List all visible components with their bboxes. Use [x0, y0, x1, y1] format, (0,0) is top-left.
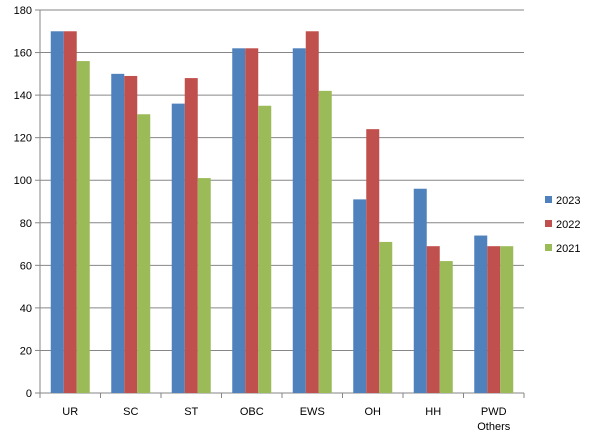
bar-2021-1 [137, 114, 151, 393]
y-tick-label: 40 [20, 303, 32, 315]
bar-2022-3 [245, 48, 259, 394]
bar-2023-6 [413, 188, 427, 393]
bar-2023-1 [111, 73, 125, 393]
bar-2022-7 [487, 246, 501, 393]
bar-2021-2 [197, 178, 211, 393]
bar-2023-7 [474, 235, 488, 393]
y-tick-label: 140 [14, 90, 32, 102]
legend-swatch-2023 [545, 196, 552, 203]
x-tick-label: HH [425, 406, 441, 418]
bar-2021-4 [318, 90, 332, 393]
bar-2023-0 [50, 31, 64, 394]
bar-2022-0 [63, 31, 77, 394]
bar-2021-6 [439, 261, 453, 393]
bar-2022-1 [124, 75, 138, 393]
bar-2021-3 [258, 105, 272, 393]
x-tick-label: UR [62, 406, 78, 418]
y-tick-label: 60 [20, 260, 32, 272]
bar-2023-4 [292, 48, 306, 394]
x-tick-label: EWS [300, 406, 325, 418]
y-tick-label: 80 [20, 218, 32, 230]
y-tick-label: 160 [14, 48, 32, 60]
bar-2021-7 [500, 246, 514, 393]
legend-label-2021: 2021 [556, 243, 580, 255]
y-tick-label: 100 [14, 175, 32, 187]
legend-label-2023: 2023 [556, 195, 580, 207]
bar-2023-5 [353, 199, 367, 393]
y-tick-label: 20 [20, 345, 32, 357]
y-tick-label: 180 [14, 5, 32, 17]
x-tick-label: OBC [240, 406, 264, 418]
bar-2022-2 [184, 78, 198, 393]
bar-2021-5 [379, 241, 393, 393]
x-tick-label: ST [184, 406, 198, 418]
y-tick-label: 0 [26, 388, 32, 400]
y-tick-label: 120 [14, 133, 32, 145]
legend-label-2022: 2022 [556, 219, 580, 231]
x-tick-label: PWD Others [477, 406, 511, 433]
bar-2022-5 [366, 129, 380, 393]
bar-2022-4 [305, 31, 319, 394]
bar-2021-0 [76, 61, 90, 394]
legend-swatch-2021 [545, 244, 552, 251]
x-tick-label: OH [365, 406, 382, 418]
x-tick-label: SC [123, 406, 138, 418]
bar-2023-2 [171, 103, 185, 393]
bar-2023-3 [232, 48, 246, 394]
legend-swatch-2022 [545, 220, 552, 227]
bar-2022-6 [426, 246, 440, 393]
